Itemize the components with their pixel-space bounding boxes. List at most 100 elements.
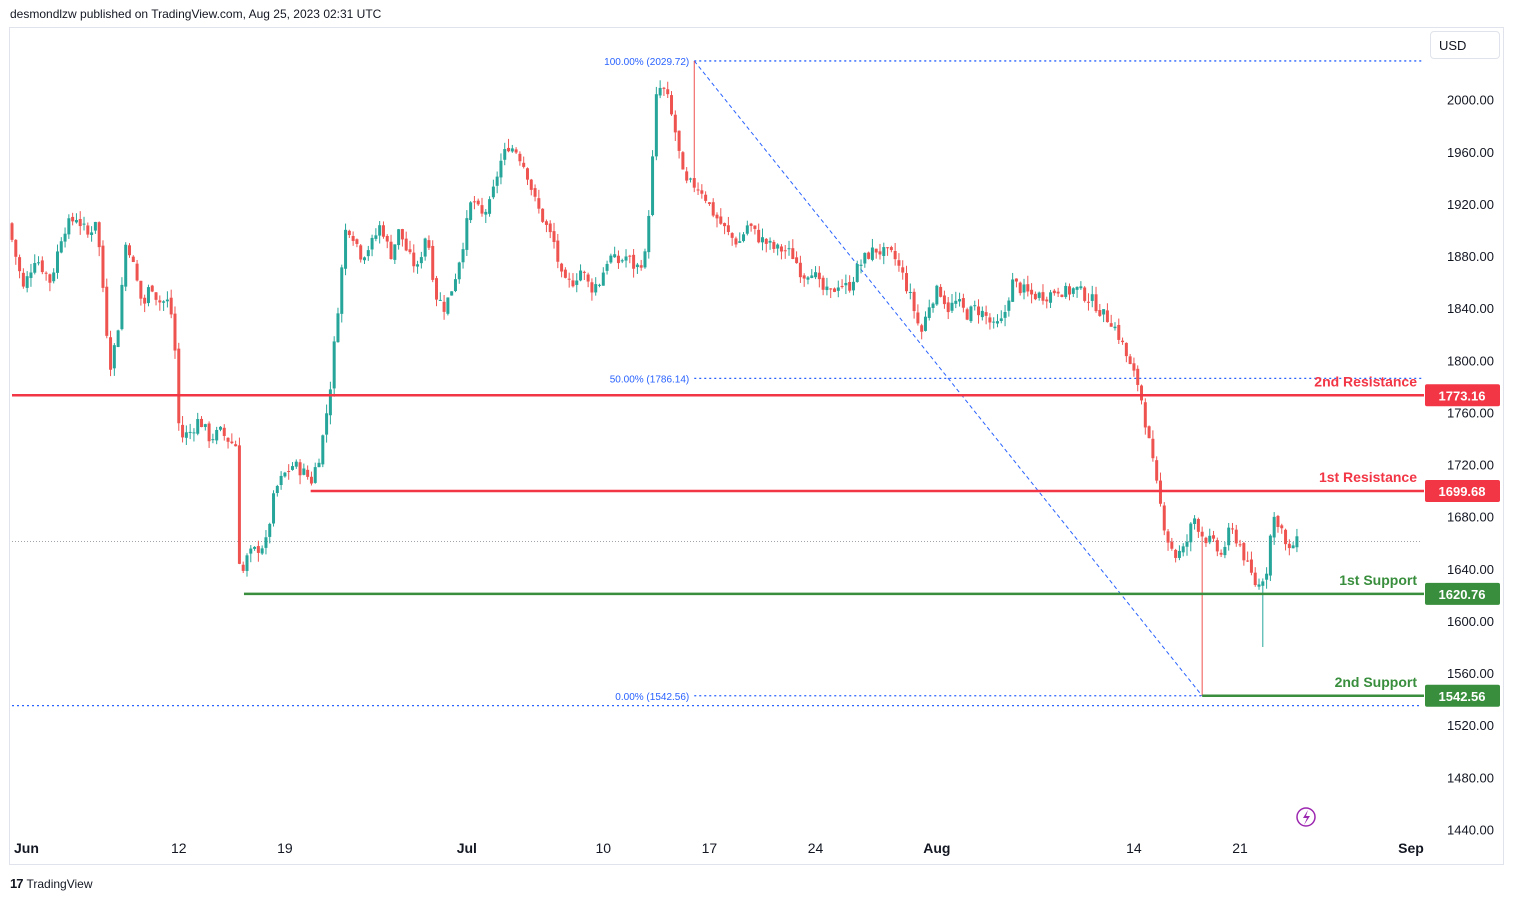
candle-body	[1234, 529, 1238, 544]
candle-body	[537, 198, 541, 209]
y-axis-tick-label: 1880.00	[1447, 249, 1494, 264]
candle-body	[825, 286, 829, 291]
candle-body	[923, 316, 927, 331]
candle-body	[772, 241, 776, 249]
x-axis-tick-label: 14	[1126, 840, 1142, 856]
candle-body	[82, 223, 86, 225]
candle-body	[431, 245, 435, 280]
candle-body	[1064, 285, 1068, 297]
candle-body	[685, 171, 689, 181]
lightning-icon[interactable]	[1296, 807, 1316, 827]
candle-body	[886, 247, 890, 249]
candle-body	[522, 162, 526, 167]
candle-body	[457, 262, 461, 280]
x-axis-tick-label: 17	[702, 840, 718, 856]
candle-body	[950, 302, 954, 311]
candle-body	[590, 282, 594, 293]
level-name-label: 2nd Support	[1335, 674, 1418, 690]
level-price-label: 1773.16	[1439, 388, 1486, 403]
candle-body	[833, 288, 836, 292]
candle-body	[764, 238, 768, 244]
footer-brand-label: TradingView	[26, 876, 93, 891]
candle-body	[328, 389, 332, 416]
fib-level-label: 50.00% (1786.14)	[610, 374, 690, 385]
candle-body	[234, 444, 238, 447]
x-axis-tick-label: 24	[808, 840, 824, 856]
candle-body	[1026, 284, 1030, 292]
candle-body	[325, 413, 329, 435]
candle-body	[1041, 292, 1045, 301]
candle-body	[101, 245, 105, 288]
candle-body	[283, 472, 287, 477]
candle-body	[942, 295, 946, 305]
candle-body	[1204, 537, 1208, 544]
candle-body	[385, 235, 389, 242]
candle-body	[544, 221, 548, 225]
candle-body	[582, 271, 586, 273]
candle-body	[654, 94, 658, 157]
candle-body	[1094, 294, 1098, 312]
candle-body	[973, 305, 977, 307]
candle-body	[548, 223, 552, 233]
candle-body	[336, 313, 340, 343]
candle-body	[1121, 340, 1125, 343]
candle-body	[230, 441, 234, 444]
candle-body	[317, 462, 321, 468]
candle-body	[260, 548, 264, 554]
candle-body	[173, 313, 177, 351]
candle-body	[1113, 326, 1117, 329]
candle-body	[897, 260, 901, 266]
candle-body	[400, 229, 404, 240]
candle-body	[893, 250, 897, 260]
candle-body	[768, 240, 772, 243]
candle-body	[484, 211, 488, 215]
y-axis-tick-label: 1840.00	[1447, 301, 1494, 316]
candle-body	[469, 202, 473, 221]
candle-body	[931, 303, 935, 308]
candle-body	[109, 337, 113, 370]
currency-button[interactable]: USD	[1430, 31, 1500, 59]
candle-body	[218, 426, 222, 430]
chart-frame[interactable]	[9, 27, 1504, 865]
candle-body	[196, 419, 200, 434]
candle-body	[779, 246, 783, 252]
candle-body	[1227, 527, 1231, 546]
candle-body	[63, 233, 67, 242]
candle-body	[381, 225, 385, 237]
candle-body	[419, 257, 423, 264]
candle-body	[1098, 310, 1102, 316]
candle-body	[290, 466, 294, 470]
footer-brand[interactable]: 17 TradingView	[10, 876, 93, 891]
candle-body	[1075, 286, 1079, 290]
candle-body	[309, 476, 313, 484]
candle-body	[632, 254, 636, 269]
candle-body	[378, 225, 382, 236]
candle-body	[1212, 535, 1216, 539]
candle-body	[651, 156, 655, 216]
candle-body	[347, 230, 351, 236]
candle-body	[738, 241, 742, 243]
candle-body	[961, 298, 965, 308]
candle-body	[139, 280, 143, 299]
candle-body	[1181, 546, 1185, 553]
candle-body	[1124, 342, 1128, 357]
candle-body	[969, 306, 973, 322]
candle-body	[52, 272, 56, 282]
candle-body	[1102, 309, 1106, 315]
candle-body	[124, 244, 128, 287]
candle-body	[10, 223, 14, 240]
candle-body	[37, 262, 41, 264]
x-axis-tick-label: 21	[1232, 840, 1248, 856]
candle-body	[935, 285, 939, 305]
candle-body	[495, 176, 499, 186]
candle-body	[249, 548, 253, 554]
candle-body	[1045, 299, 1049, 302]
x-axis-tick-label: 10	[596, 840, 612, 856]
level-price-badge	[1425, 582, 1500, 605]
candle-body	[389, 241, 393, 260]
candle-body	[1011, 279, 1015, 302]
candle-body	[253, 546, 257, 549]
candle-body	[715, 214, 719, 219]
candle-body	[374, 235, 378, 239]
